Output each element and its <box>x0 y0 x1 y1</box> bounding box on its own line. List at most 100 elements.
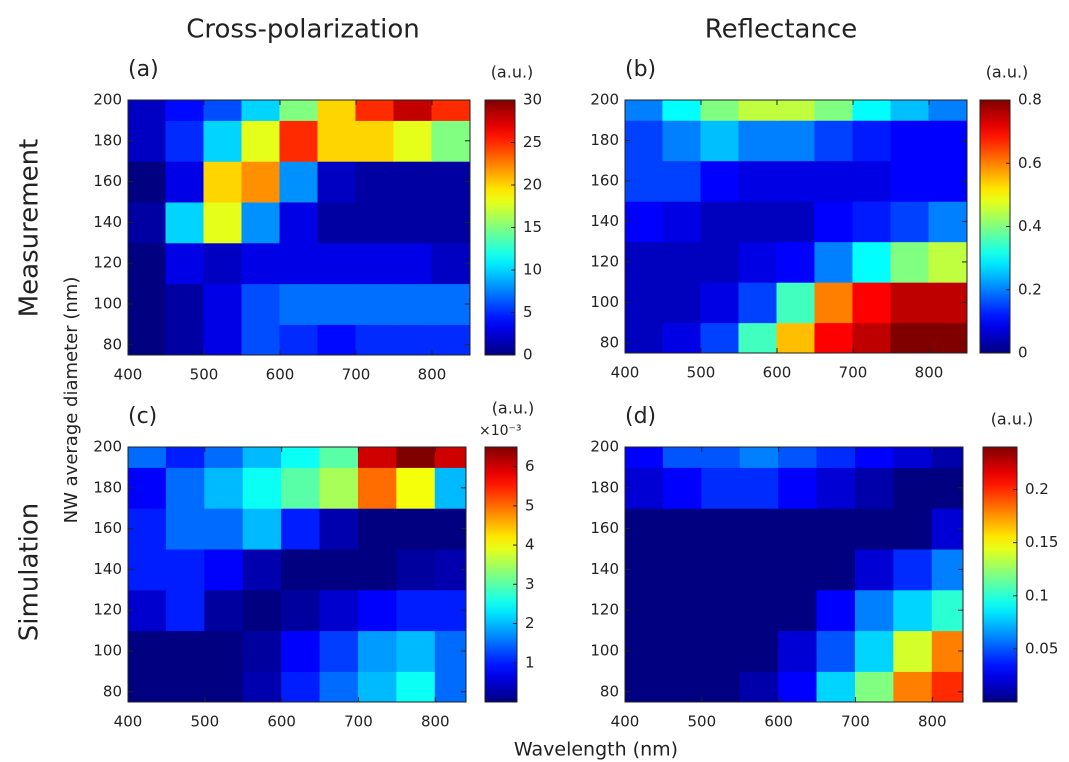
heatmap-cell <box>890 200 930 243</box>
plot-frame <box>127 446 467 703</box>
x-tick-label: 700 <box>841 713 870 731</box>
heatmap-cell <box>890 322 930 353</box>
colorbar-tick-label: 4 <box>525 536 535 554</box>
heatmap-cell <box>319 466 359 509</box>
heatmap-cell <box>319 589 359 632</box>
colorbar-tick-label: 6 <box>525 457 535 475</box>
heatmap <box>625 447 963 702</box>
colorbar-label: (a.u.) <box>492 399 535 418</box>
heatmap-cell <box>242 630 283 672</box>
heatmap-cell <box>355 160 395 203</box>
heatmap-cell <box>319 447 359 468</box>
heatmap-cell <box>393 283 433 325</box>
heatmap-cell <box>281 630 321 672</box>
heatmap-cell <box>357 466 398 509</box>
heatmap-cell <box>434 447 466 468</box>
heatmap-cell <box>625 281 664 324</box>
heatmap-cell <box>317 100 357 121</box>
heatmap-cell <box>241 100 281 121</box>
heatmap-cell <box>739 507 780 550</box>
heatmap-cell <box>242 670 283 702</box>
heatmap-cell <box>357 670 398 702</box>
heatmap-cell <box>317 323 357 355</box>
plot-frame <box>624 446 964 703</box>
heatmap-cell <box>700 281 740 324</box>
heatmap-cell <box>319 630 359 672</box>
x-axis-label: Wavelength (nm) <box>514 739 678 761</box>
heatmap-cell <box>700 200 740 243</box>
colorbar <box>982 446 1018 703</box>
heatmap-cell <box>165 201 205 244</box>
y-tick-label: 120 <box>590 252 619 270</box>
heatmap-cell <box>128 201 167 244</box>
heatmap-cell <box>814 160 854 202</box>
heatmap-cell <box>165 447 206 468</box>
colorbar-tick-label: 2 <box>525 614 535 632</box>
heatmap-cell <box>814 241 854 283</box>
heatmap-cell <box>890 119 930 162</box>
heatmap-cell <box>852 100 892 121</box>
heatmap-cell <box>434 466 466 509</box>
column-title: Cross-polarization <box>186 15 420 45</box>
heatmap-cell <box>816 589 856 632</box>
colorbar-tick-label: 15 <box>523 218 542 236</box>
heatmap-cell <box>165 466 206 509</box>
heatmap-cell <box>890 100 930 121</box>
colorbar-label: (a.u.) <box>986 63 1029 82</box>
heatmap-cell <box>662 670 703 702</box>
y-tick-label: 180 <box>93 131 122 149</box>
x-tick-label: 800 <box>421 713 450 731</box>
heatmap-cell <box>393 100 433 121</box>
heatmap-cell <box>317 160 357 203</box>
heatmap-cell <box>931 630 963 672</box>
heatmap-cell <box>241 323 281 355</box>
heatmap-cell <box>700 322 740 353</box>
colorbar-tick-label: 5 <box>525 496 535 514</box>
heatmap-cell <box>814 281 854 324</box>
y-tick-label: 160 <box>93 519 122 537</box>
heatmap-cell <box>317 201 357 244</box>
heatmap-cell <box>625 322 664 353</box>
heatmap-cell <box>890 281 930 324</box>
heatmap-cell <box>165 630 206 672</box>
colorbar-exponent: ×10⁻³ <box>479 423 522 439</box>
heatmap-cell <box>242 507 283 550</box>
x-tick-label: 600 <box>266 366 295 384</box>
heatmap-cell <box>431 201 470 244</box>
heatmap-cell <box>396 466 436 509</box>
heatmap-cell <box>852 322 892 353</box>
x-tick-label: 400 <box>611 713 640 731</box>
x-tick-label: 400 <box>611 364 640 382</box>
heatmap-cell <box>165 100 205 121</box>
plot-frame <box>624 99 968 354</box>
colorbar-tick-label: 25 <box>523 133 542 151</box>
heatmap-cell <box>128 160 167 203</box>
heatmap-cell <box>662 447 703 468</box>
heatmap-cell <box>204 548 244 591</box>
heatmap-cell <box>165 323 205 355</box>
y-tick-label: 160 <box>93 172 122 190</box>
heatmap-cell <box>203 201 243 244</box>
plot-frame <box>127 99 471 356</box>
heatmap-cell <box>893 630 933 672</box>
heatmap-cell <box>739 447 780 468</box>
heatmap-cell <box>128 630 167 672</box>
x-tick-label: 600 <box>764 713 793 731</box>
heatmap-cell <box>662 200 702 243</box>
heatmap <box>625 100 967 353</box>
heatmap-cell <box>854 670 895 702</box>
heatmap-cell <box>434 548 466 591</box>
heatmap-cell <box>281 548 321 591</box>
heatmap-cell <box>355 119 395 162</box>
heatmap-cell <box>393 160 433 203</box>
heatmap-cell <box>281 507 321 550</box>
heatmap-cell <box>434 670 466 702</box>
heatmap-cell <box>738 119 778 162</box>
row-title: Simulation <box>15 503 45 642</box>
heatmap <box>128 100 470 355</box>
heatmap-cell <box>357 548 398 591</box>
y-tick-label: 100 <box>590 293 619 311</box>
heatmap-cell <box>128 283 167 325</box>
colorbar-tick-label: 10 <box>523 261 542 279</box>
